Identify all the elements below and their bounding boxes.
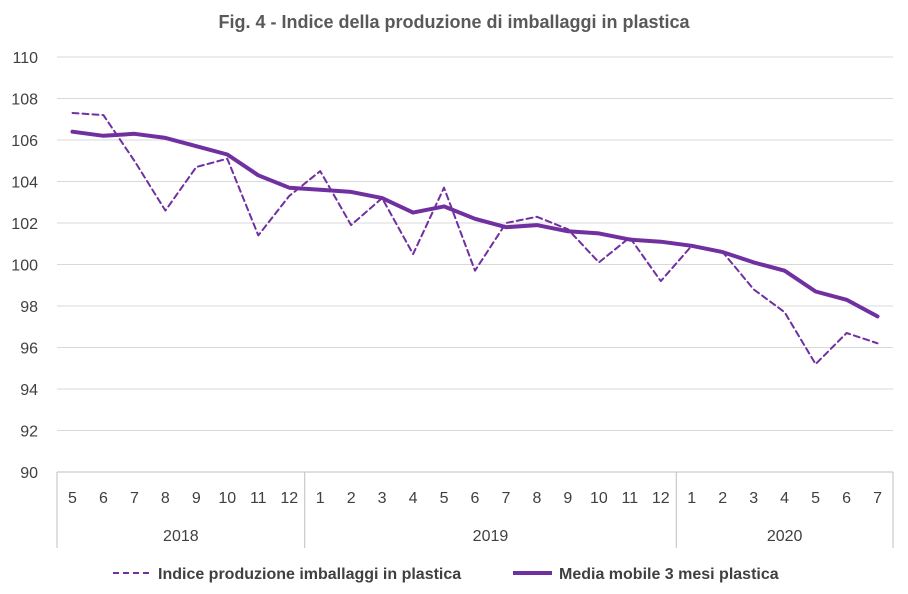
x-tick-label: 3	[749, 490, 758, 507]
y-tick-label: 94	[20, 382, 38, 399]
year-group-label: 2020	[767, 528, 803, 545]
y-tick-label: 98	[20, 299, 38, 316]
x-tick-label: 8	[532, 490, 541, 507]
y-tick-label: 100	[11, 258, 38, 275]
x-tick-label: 11	[250, 490, 267, 507]
y-tick-label: 110	[12, 50, 38, 67]
x-tick-label: 10	[218, 490, 236, 507]
x-tick-label: 11	[622, 490, 639, 507]
x-tick-label: 7	[873, 490, 882, 507]
y-axis-tick-labels: 90 92 94 96 98 100 102 104 106 108 110	[11, 50, 38, 482]
x-tick-label: 1	[687, 490, 696, 507]
legend-label: Indice produzione imballaggi in plastica	[158, 566, 461, 583]
y-tick-label: 92	[20, 424, 38, 441]
legend: Indice produzione imballaggi in plastica…	[113, 566, 779, 583]
x-tick-label: 6	[99, 490, 108, 507]
legend-label: Media mobile 3 mesi plastica	[559, 566, 779, 583]
chart-title: Fig. 4 - Indice della produzione di imba…	[218, 12, 690, 32]
year-group-label: 2018	[163, 528, 199, 545]
x-tick-label: 12	[652, 490, 670, 507]
x-tick-label: 5	[68, 490, 77, 507]
x-tick-label: 2	[718, 490, 727, 507]
x-tick-label: 9	[192, 490, 201, 507]
x-tick-label: 9	[563, 490, 572, 507]
x-tick-label: 7	[502, 490, 511, 507]
year-group-label: 2019	[473, 528, 509, 545]
x-tick-label: 2	[347, 490, 356, 507]
x-tick-label: 3	[378, 490, 387, 507]
x-tick-label: 6	[842, 490, 851, 507]
y-tick-label: 96	[20, 341, 38, 358]
x-tick-label: 5	[811, 490, 820, 507]
series-lines	[70, 112, 880, 366]
x-tick-label: 4	[409, 490, 418, 507]
y-tick-label: 108	[11, 92, 38, 109]
x-tick-label: 5	[440, 490, 449, 507]
series-line-moving-average	[70, 129, 880, 319]
x-tick-label: 6	[471, 490, 480, 507]
y-tick-label: 104	[11, 175, 38, 192]
y-tick-label: 106	[11, 133, 38, 150]
x-tick-label: 10	[590, 490, 608, 507]
series-line-index	[71, 112, 879, 366]
y-tick-label: 90	[20, 465, 38, 482]
y-tick-label: 102	[11, 216, 38, 233]
x-tick-label: 7	[130, 490, 139, 507]
x-tick-label: 1	[316, 490, 325, 507]
x-tick-label: 12	[280, 490, 298, 507]
x-tick-label: 4	[780, 490, 789, 507]
x-tick-label: 8	[161, 490, 170, 507]
